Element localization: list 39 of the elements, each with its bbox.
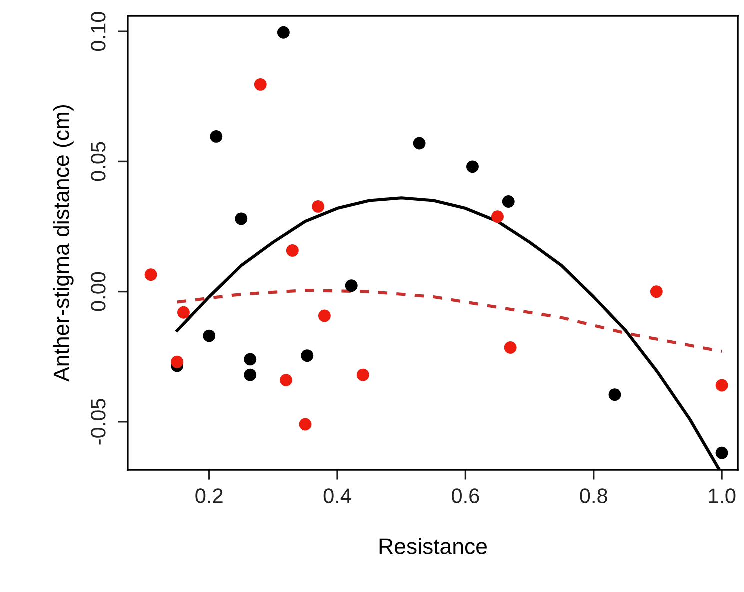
point bbox=[286, 244, 299, 257]
point bbox=[312, 200, 325, 213]
x-axis-title: Resistance bbox=[380, 538, 487, 554]
y-tick-label: -0.05 bbox=[91, 399, 106, 445]
point bbox=[502, 196, 515, 208]
point bbox=[235, 212, 248, 226]
point bbox=[299, 418, 312, 431]
point bbox=[144, 268, 158, 282]
x-tick-label: 0.2 bbox=[196, 488, 223, 504]
y-tick-label: 0.00 bbox=[91, 272, 106, 312]
point bbox=[254, 78, 267, 91]
point bbox=[318, 310, 331, 322]
point bbox=[716, 446, 728, 460]
point bbox=[466, 160, 479, 174]
y-axis-title: Anther-stigma distance (cm) bbox=[53, 105, 74, 382]
point bbox=[277, 26, 290, 39]
point bbox=[244, 353, 257, 366]
point bbox=[356, 368, 370, 382]
x-tick-label: 0.4 bbox=[324, 488, 352, 504]
point bbox=[650, 286, 663, 298]
point bbox=[171, 356, 184, 368]
y-tick-label: 0.10 bbox=[91, 12, 106, 52]
point bbox=[280, 374, 292, 386]
point bbox=[413, 137, 426, 150]
point bbox=[492, 210, 504, 224]
point bbox=[210, 130, 223, 143]
point bbox=[716, 379, 728, 392]
point bbox=[203, 330, 216, 342]
line-series bbox=[176, 288, 724, 354]
point bbox=[345, 280, 358, 292]
x-tick-label: 1.0 bbox=[709, 488, 736, 504]
point bbox=[244, 368, 257, 382]
point bbox=[608, 388, 622, 402]
y-tick-label: 0.05 bbox=[91, 142, 106, 182]
x-tick-label: 0.8 bbox=[580, 488, 608, 504]
point bbox=[178, 306, 190, 319]
point bbox=[301, 350, 314, 362]
x-tick-label: 0.6 bbox=[452, 488, 480, 504]
point bbox=[504, 342, 517, 354]
